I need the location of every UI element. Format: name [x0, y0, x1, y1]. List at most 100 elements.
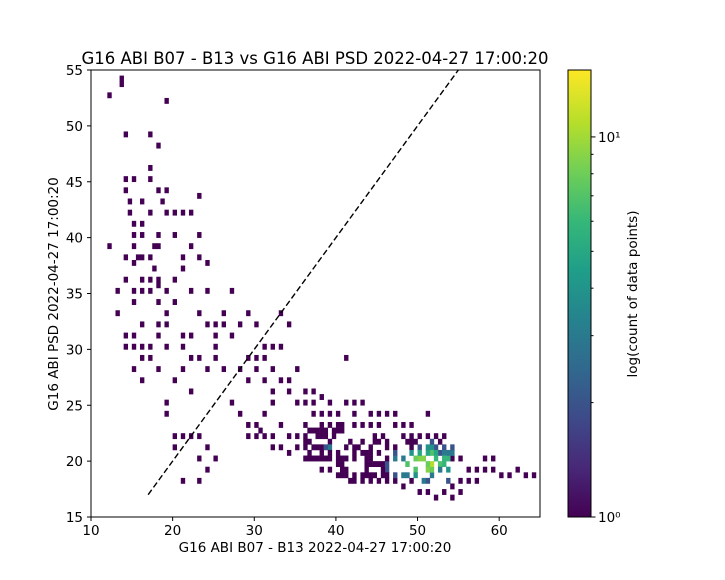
heatmap-cell: [315, 433, 320, 440]
heatmap-cell: [237, 321, 243, 328]
heatmap-cell: [319, 466, 324, 473]
heatmap-cell: [127, 198, 133, 205]
heatmap-cell: [164, 310, 169, 317]
heatmap-cell: [172, 444, 178, 451]
heatmap-cell: [229, 399, 235, 406]
heatmap-cell: [368, 410, 373, 417]
heatmap-cell: [303, 399, 308, 406]
heatmap-cell: [295, 366, 300, 373]
x-tick-label: 10: [82, 523, 99, 539]
heatmap-cell: [393, 472, 398, 479]
heatmap-cell: [246, 310, 251, 317]
heatmap-cell: [262, 377, 267, 384]
heatmap-cell: [131, 259, 137, 266]
heatmap-cell: [356, 444, 361, 451]
heatmap-cell: [172, 276, 178, 283]
heatmap-cell: [384, 477, 390, 484]
heatmap-cell: [319, 422, 324, 428]
heatmap-cell: [131, 287, 137, 294]
heatmap-cell: [205, 259, 210, 266]
heatmap-cell: [409, 449, 414, 456]
heatmap-cell: [339, 466, 345, 473]
heatmap-cell: [311, 410, 316, 417]
heatmap-cell: [262, 343, 267, 350]
heatmap-cell: [286, 388, 292, 395]
heatmap-cell: [380, 433, 386, 440]
heatmap-cell: [107, 243, 112, 250]
heatmap-cell: [148, 354, 153, 361]
heatmap-cell: [197, 232, 202, 238]
heatmap-cell: [131, 220, 137, 227]
heatmap-cell: [278, 422, 284, 428]
heatmap-cell: [152, 265, 157, 272]
heatmap-cell: [384, 472, 390, 479]
heatmap-cell: [360, 422, 365, 428]
heatmap-cell: [405, 461, 410, 468]
heatmap-cell: [303, 422, 308, 428]
heatmap-cell: [307, 438, 312, 445]
heatmap-cell: [180, 343, 186, 350]
heatmap-cell: [491, 466, 496, 473]
y-tick-label: 40: [66, 231, 83, 247]
heatmap-cell: [188, 243, 194, 250]
heatmap-cell: [156, 321, 161, 328]
heatmap-cell: [197, 354, 202, 361]
heatmap-cell: [376, 461, 382, 468]
heatmap-cell: [401, 483, 406, 490]
heatmap-cell: [425, 461, 431, 468]
heatmap-cell: [172, 232, 178, 238]
heatmap-cell: [380, 466, 386, 473]
heatmap-cell: [131, 176, 137, 183]
heatmap-cell: [123, 343, 129, 350]
heatmap-cell: [139, 377, 145, 384]
heatmap-cell: [458, 489, 463, 495]
heatmap-cell: [139, 232, 145, 238]
heatmap-cell: [327, 438, 333, 445]
heatmap-cell: [409, 433, 414, 440]
heatmap-cell: [425, 477, 431, 484]
heatmap-cell: [409, 438, 414, 445]
heatmap-cell: [221, 321, 226, 328]
heatmap-cell: [327, 399, 333, 406]
heatmap-cell: [425, 466, 431, 473]
heatmap-cell: [286, 377, 292, 384]
heatmap-cell: [303, 444, 308, 451]
heatmap-cell: [401, 472, 406, 479]
heatmap-cell: [450, 483, 455, 490]
heatmap-cell: [376, 438, 382, 445]
heatmap-cell: [401, 433, 406, 440]
heatmap-cell: [368, 455, 373, 462]
heatmap-cell: [327, 422, 333, 428]
heatmap-cell: [344, 472, 349, 479]
chart-title: G16 ABI B07 - B13 vs G16 ABI PSD 2022-04…: [81, 49, 548, 68]
heatmap-cell: [335, 461, 341, 468]
heatmap-cell: [205, 321, 210, 328]
heatmap-cell: [246, 422, 251, 428]
heatmap-cell: [152, 243, 157, 250]
heatmap-cell: [115, 287, 120, 294]
colorbar-label: log(count of data points): [625, 211, 641, 378]
heatmap-cell: [409, 422, 414, 428]
heatmap-cell: [123, 187, 129, 194]
heatmap-cell: [148, 164, 153, 171]
heatmap-cell: [156, 187, 161, 194]
heatmap-cell: [335, 449, 341, 456]
x-tick-label: 30: [246, 523, 263, 539]
heatmap-cell: [229, 287, 235, 294]
heatmap-cell: [364, 461, 369, 468]
heatmap-cell: [164, 187, 169, 194]
heatmap-cell: [286, 321, 292, 328]
heatmap-cell: [164, 343, 169, 350]
heatmap-cell: [197, 477, 202, 484]
y-tick-label: 30: [66, 342, 83, 358]
heatmap-cell: [368, 422, 373, 428]
heatmap-cell: [368, 472, 373, 479]
heatmap-cell: [429, 466, 435, 473]
heatmap-cell: [466, 466, 471, 473]
heatmap-cell: [372, 472, 378, 479]
heatmap-cell: [262, 410, 267, 417]
heatmap-cell: [246, 433, 251, 440]
heatmap-cell: [352, 472, 357, 479]
heatmap-cell: [384, 410, 390, 417]
heatmap-cell: [327, 466, 333, 473]
